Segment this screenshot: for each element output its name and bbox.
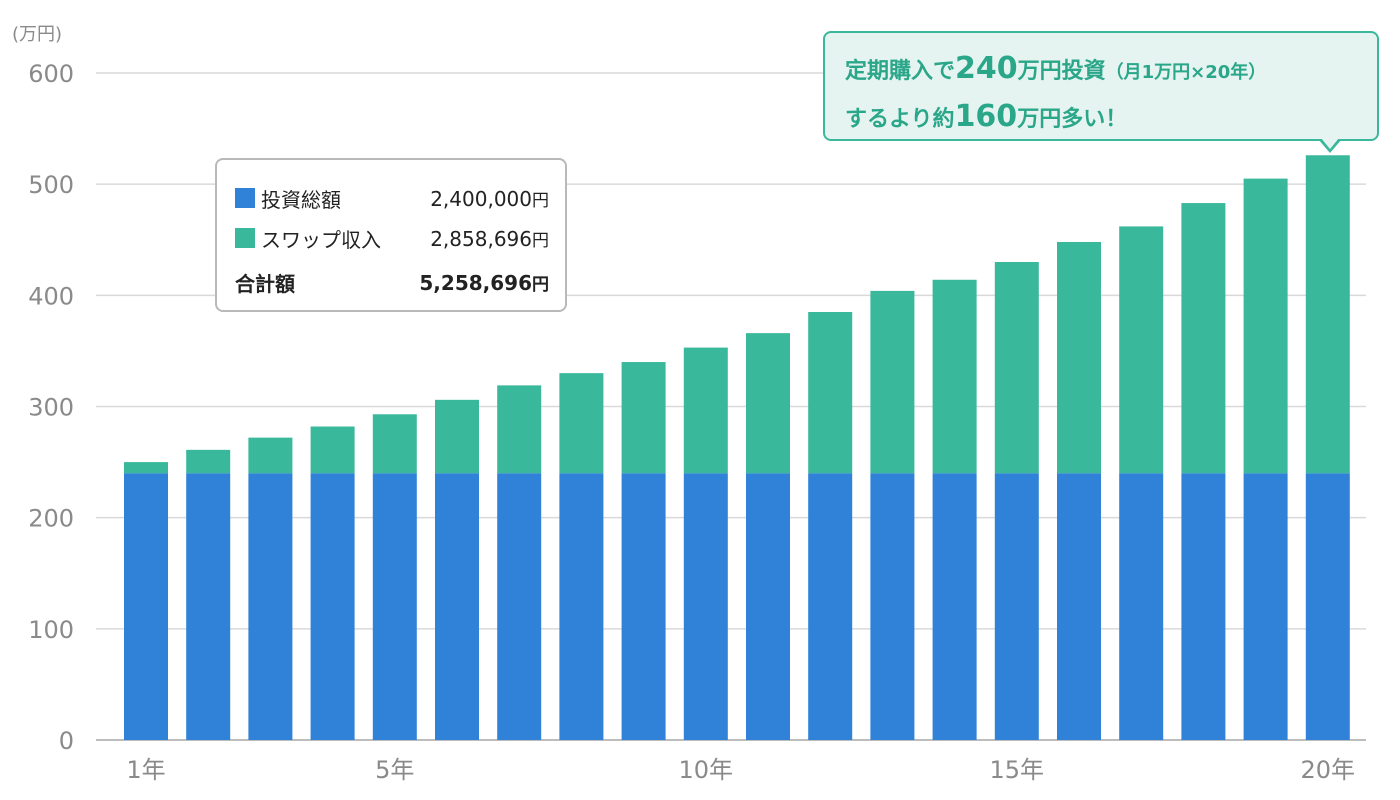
bar-investment-4	[310, 473, 355, 740]
legend-row-investment: 投資総額 2,400,000円	[235, 178, 549, 218]
legend-label-swap: スワップ収入	[261, 227, 381, 252]
y-tick-label: 200	[28, 505, 74, 533]
bar-investment-5	[372, 473, 417, 740]
y-axis-unit-label: (万円)	[12, 24, 62, 45]
bar-investment-11	[746, 473, 790, 740]
legend-row-total: 合計額 5,258,696円	[235, 262, 549, 302]
bar-swap-6	[435, 399, 479, 474]
y-tick-label: 0	[59, 727, 74, 755]
bar-investment-9	[621, 473, 666, 740]
bar-swap-18	[1181, 203, 1226, 474]
bar-swap-5	[372, 414, 417, 474]
y-tick-label: 600	[28, 60, 74, 88]
bar-investment-2	[186, 473, 231, 740]
x-tick-label: 20年	[1301, 756, 1356, 784]
bar-swap-11	[746, 333, 790, 474]
legend-swatch-investment	[235, 188, 255, 208]
bar-investment-7	[497, 473, 542, 740]
bar-layer	[124, 155, 1350, 740]
y-tick-label: 100	[28, 616, 74, 644]
bar-swap-4	[310, 426, 355, 474]
bar-investment-15	[994, 473, 1039, 740]
bar-swap-16	[1057, 241, 1101, 474]
bar-investment-19	[1243, 473, 1288, 740]
bar-investment-18	[1181, 473, 1226, 740]
legend-label-total: 合計額	[235, 271, 295, 296]
bar-swap-13	[870, 290, 915, 474]
legend-value-total: 5,258,696円	[419, 270, 549, 295]
bar-investment-8	[559, 473, 604, 740]
bar-investment-17	[1119, 473, 1164, 740]
bar-swap-9	[621, 362, 666, 474]
bar-swap-14	[932, 279, 977, 474]
bar-swap-19	[1243, 178, 1288, 474]
bar-swap-10	[683, 347, 728, 474]
legend-row-swap: スワップ収入 2,858,696円	[235, 218, 549, 258]
y-axis-ticks: 0 100 200 300 400 500 600	[28, 60, 74, 755]
callout-pointer-fill	[1321, 138, 1339, 149]
bar-swap-15	[994, 261, 1039, 474]
legend-swatch-swap	[235, 228, 255, 248]
legend-value-investment: 2,400,000円	[430, 186, 549, 211]
x-axis-ticks: 1年 5年 10年 15年 20年	[126, 756, 1355, 784]
bar-investment-6	[435, 473, 479, 740]
bar-swap-7	[497, 385, 542, 474]
legend-value-swap: 2,858,696円	[430, 226, 549, 251]
x-tick-label: 10年	[679, 756, 734, 784]
bar-investment-10	[683, 473, 728, 740]
bar-swap-17	[1119, 226, 1164, 474]
bar-investment-20	[1305, 473, 1350, 740]
x-tick-label: 15年	[990, 756, 1045, 784]
annotation-callout: 定期購入で240万円投資（月1万円×20年） するより約160万円多い！	[823, 31, 1379, 141]
x-tick-label: 1年	[126, 756, 165, 784]
y-tick-label: 400	[28, 282, 74, 310]
legend-label-investment: 投資総額	[261, 187, 341, 212]
bar-swap-12	[808, 312, 853, 474]
bar-investment-3	[248, 473, 293, 740]
bar-investment-16	[1057, 473, 1101, 740]
x-tick-label: 5年	[375, 756, 414, 784]
annotation-line-2: するより約160万円多い！	[845, 99, 1128, 134]
bar-investment-12	[808, 473, 853, 740]
bar-investment-1	[124, 473, 168, 740]
bar-swap-3	[248, 437, 293, 474]
y-tick-label: 500	[28, 171, 74, 199]
bar-swap-2	[186, 449, 231, 474]
bar-investment-13	[870, 473, 915, 740]
bar-investment-14	[932, 473, 977, 740]
y-tick-label: 300	[28, 394, 74, 422]
legend-box: 投資総額 2,400,000円 スワップ収入 2,858,696円 合計額 5,…	[215, 158, 567, 312]
bar-swap-8	[559, 373, 604, 474]
bar-swap-1	[124, 462, 168, 474]
annotation-line-1: 定期購入で240万円投資（月1万円×20年）	[845, 51, 1267, 86]
bar-swap-20	[1305, 155, 1350, 474]
